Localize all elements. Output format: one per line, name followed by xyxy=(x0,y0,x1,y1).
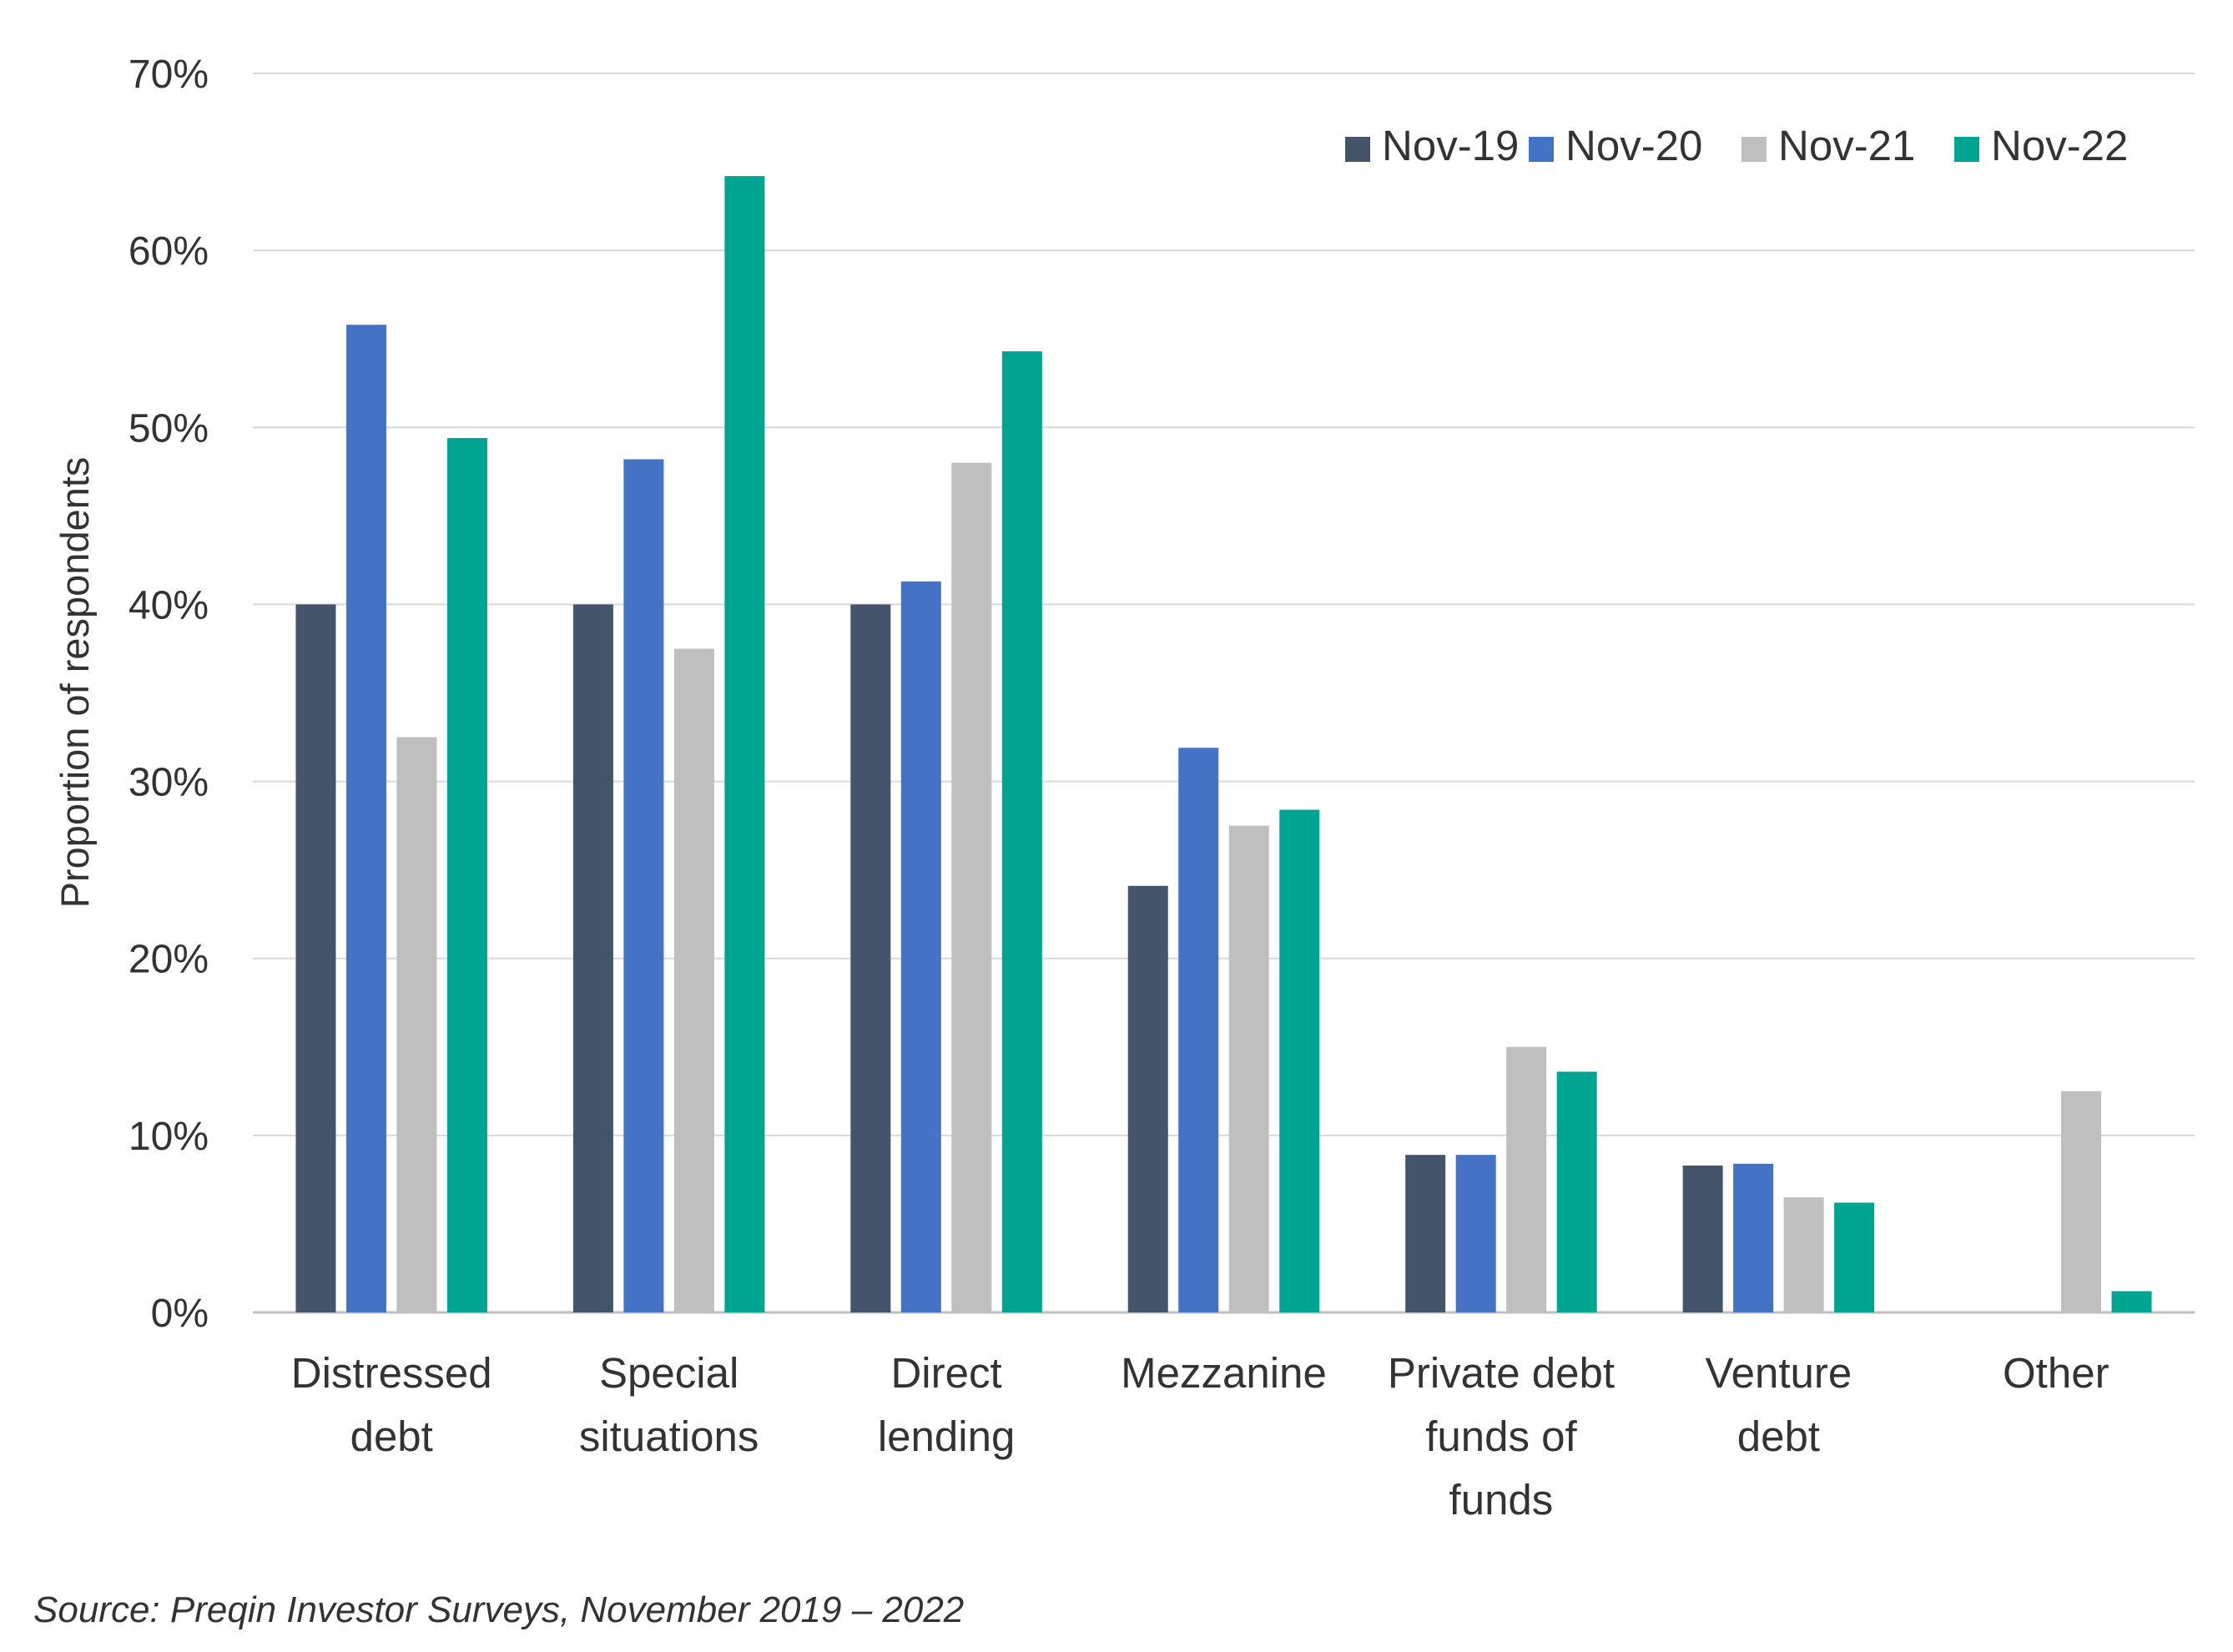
y-tick-label: 20% xyxy=(129,938,209,982)
bar xyxy=(1556,1071,1597,1312)
bar xyxy=(724,176,765,1313)
legend-swatch xyxy=(1345,137,1370,162)
bar xyxy=(295,604,336,1312)
x-category-label: debt xyxy=(350,1413,433,1460)
x-category-label: Distressed xyxy=(291,1349,492,1397)
bar xyxy=(1405,1155,1446,1312)
x-category-label: Other xyxy=(2003,1349,2110,1397)
x-category-label: Direct xyxy=(890,1349,1001,1397)
x-category-label: situations xyxy=(579,1413,759,1460)
bar xyxy=(1001,351,1042,1312)
legend-swatch xyxy=(1742,137,1767,162)
legend: Nov-19 Nov-20 Nov-21 Nov-22 xyxy=(1345,122,2128,169)
bars xyxy=(295,176,2152,1313)
x-category-label: lending xyxy=(878,1413,1015,1460)
y-axis-title: Proportion of respondents xyxy=(53,457,97,909)
x-category-label: funds xyxy=(1449,1476,1554,1524)
bar xyxy=(1733,1163,1774,1312)
x-category-label: Private debt xyxy=(1388,1349,1615,1397)
legend-label: Nov-21 xyxy=(1778,122,1915,169)
legend-swatch xyxy=(1529,137,1554,162)
legend-label: Nov-19 xyxy=(1382,122,1519,169)
y-tick-label: 10% xyxy=(129,1115,209,1159)
bar xyxy=(623,459,664,1312)
bar xyxy=(2061,1090,2102,1312)
bar xyxy=(1279,809,1320,1312)
source-note: Source: Preqin Investor Surveys, Novembe… xyxy=(33,1589,965,1630)
bar xyxy=(572,604,613,1312)
gridlines xyxy=(253,73,2195,1314)
y-tick-label: 50% xyxy=(129,406,209,451)
x-category-label: debt xyxy=(1737,1413,1820,1460)
bar xyxy=(850,604,891,1312)
legend-label: Nov-20 xyxy=(1565,122,1702,169)
bar xyxy=(446,438,487,1312)
x-category-label: funds of xyxy=(1425,1413,1577,1460)
bar xyxy=(1455,1155,1496,1312)
x-axis-category-labels: Distressed debt Special situations Direct len… xyxy=(291,1349,2110,1524)
x-category-label: Mezzanine xyxy=(1121,1349,1327,1397)
y-tick-label: 30% xyxy=(129,761,209,805)
bar xyxy=(1178,748,1219,1312)
bar xyxy=(673,648,714,1312)
bar xyxy=(1127,885,1168,1312)
bar xyxy=(1783,1197,1824,1312)
legend-swatch xyxy=(1954,137,1979,162)
bar xyxy=(345,325,386,1312)
bar xyxy=(900,581,941,1312)
bar xyxy=(1682,1165,1723,1312)
bar xyxy=(1228,825,1269,1312)
x-category-label: Special xyxy=(599,1349,738,1397)
x-category-label: Venture xyxy=(1705,1349,1852,1397)
bar xyxy=(1834,1202,1875,1312)
y-tick-label: 60% xyxy=(129,229,209,274)
y-tick-label: 70% xyxy=(129,53,209,97)
bar xyxy=(951,462,992,1312)
y-tick-label: 0% xyxy=(151,1292,209,1336)
bar xyxy=(396,737,437,1312)
y-axis-ticks: 0% 10% 20% 30% 40% 50% 60% 70% xyxy=(129,53,209,1336)
legend-label: Nov-22 xyxy=(1991,122,2128,169)
bar xyxy=(1506,1046,1547,1312)
y-tick-label: 40% xyxy=(129,583,209,627)
bar xyxy=(2111,1291,2152,1312)
